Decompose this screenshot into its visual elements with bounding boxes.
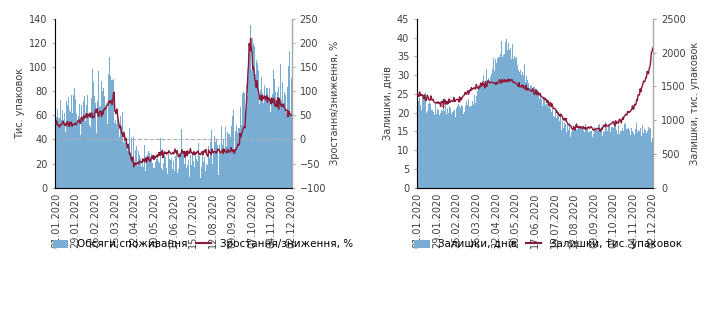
- Y-axis label: Залишки, днів: Залишки, днів: [383, 67, 393, 140]
- Y-axis label: Зростання/зниження, %: Зростання/зниження, %: [330, 41, 340, 166]
- Legend: Обсяги споживання, Зростання/зниження, %: Обсяги споживання, Зростання/зниження, %: [49, 235, 357, 253]
- Y-axis label: Залишки, тис. упаковок: Залишки, тис. упаковок: [690, 42, 700, 165]
- Y-axis label: Тис. упаковок: Тис. упаковок: [15, 68, 25, 139]
- Legend: Залишки, днів, Залишки, тис. упаковок: Залишки, днів, Залишки, тис. упаковок: [410, 235, 686, 253]
